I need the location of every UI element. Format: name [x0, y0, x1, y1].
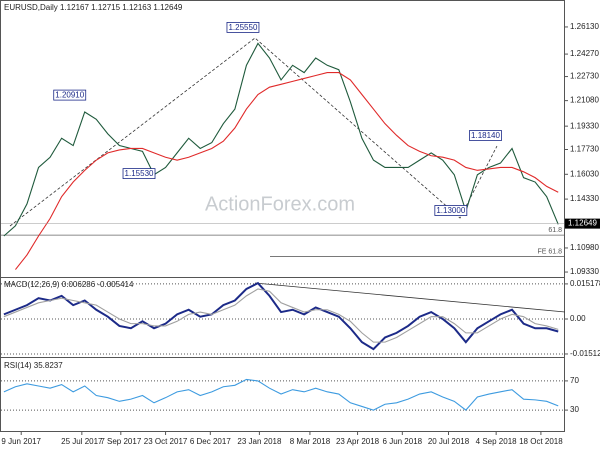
chart-title: EURUSD,Daily 1.12167 1.12715 1.12163 1.1…: [4, 3, 183, 12]
annotation-box: [469, 130, 502, 141]
x-tick-label: 6 Jun 2018: [383, 437, 423, 446]
y-tick-label: 1.19330: [570, 121, 599, 130]
y-tick-label: 1.09330: [570, 267, 599, 276]
annotation-label: 1.20910: [55, 91, 84, 100]
rsi-title: RSI(14) 35.8237: [4, 361, 63, 370]
y-tick-label: 1.22730: [570, 72, 599, 81]
x-tick-label: 23 Jan 2018: [237, 437, 282, 446]
watermark: ActionForex.com: [205, 193, 355, 215]
y-tick-label: -0.015126: [570, 349, 600, 358]
annotation-label: 1.18140: [471, 131, 500, 140]
series-line: [3, 288, 559, 343]
y-tick-label: 0.015178: [570, 279, 600, 288]
y-tick-label: 1.10980: [570, 243, 599, 252]
macd-trend-line: [254, 282, 566, 313]
y-tick-label: 1.24270: [570, 49, 599, 58]
annotation-box: [53, 89, 87, 101]
x-tick-label: 6 Dec 2017: [190, 437, 231, 446]
y-tick-label: 0.00: [570, 314, 586, 323]
annotation-box: [226, 22, 260, 33]
x-tick-label: 7 Sep 2017: [100, 437, 141, 446]
y-tick-label: 70: [570, 376, 579, 385]
x-tick-label: 25 Jul 2017: [61, 437, 103, 446]
annotation-label: 1.15530: [125, 169, 154, 178]
trend-line: [9, 37, 498, 227]
x-tick-label: 9 Jun 2017: [1, 437, 41, 446]
series-line: [3, 281, 559, 351]
y-tick-label: 1.14330: [570, 194, 599, 203]
x-tick-label: 18 Oct 2018: [519, 437, 563, 446]
annotation-box: [434, 205, 468, 216]
series-line: [3, 378, 559, 411]
y-tick-label: 1.21080: [570, 96, 599, 105]
x-tick-label: 23 Oct 2017: [144, 437, 188, 446]
annotation-label: 1.13000: [436, 206, 465, 215]
y-tick-label: 1.26130: [570, 22, 599, 31]
last-price-label: 1.12649: [568, 219, 597, 228]
x-tick-label: 20 Jul 2018: [428, 437, 470, 446]
series-line: [15, 72, 559, 270]
level-label: 61.8: [548, 227, 562, 234]
level-label: FE 61.8: [537, 248, 562, 255]
annotation-box: [122, 168, 156, 179]
annotation-label: 1.25550: [228, 23, 257, 32]
macd-title: MACD(12,26,9) 0.006286 -0.005414: [4, 280, 134, 289]
y-tick-label: 1.17730: [570, 145, 599, 154]
y-tick-label: 30: [570, 405, 579, 414]
last-price-tag: [565, 218, 600, 229]
x-tick-label: 23 Apr 2018: [336, 437, 380, 446]
x-tick-label: 8 Mar 2018: [290, 437, 331, 446]
y-tick-label: 1.16030: [570, 169, 599, 178]
frame: [0, 0, 565, 432]
x-tick-label: 4 Sep 2018: [476, 437, 517, 446]
